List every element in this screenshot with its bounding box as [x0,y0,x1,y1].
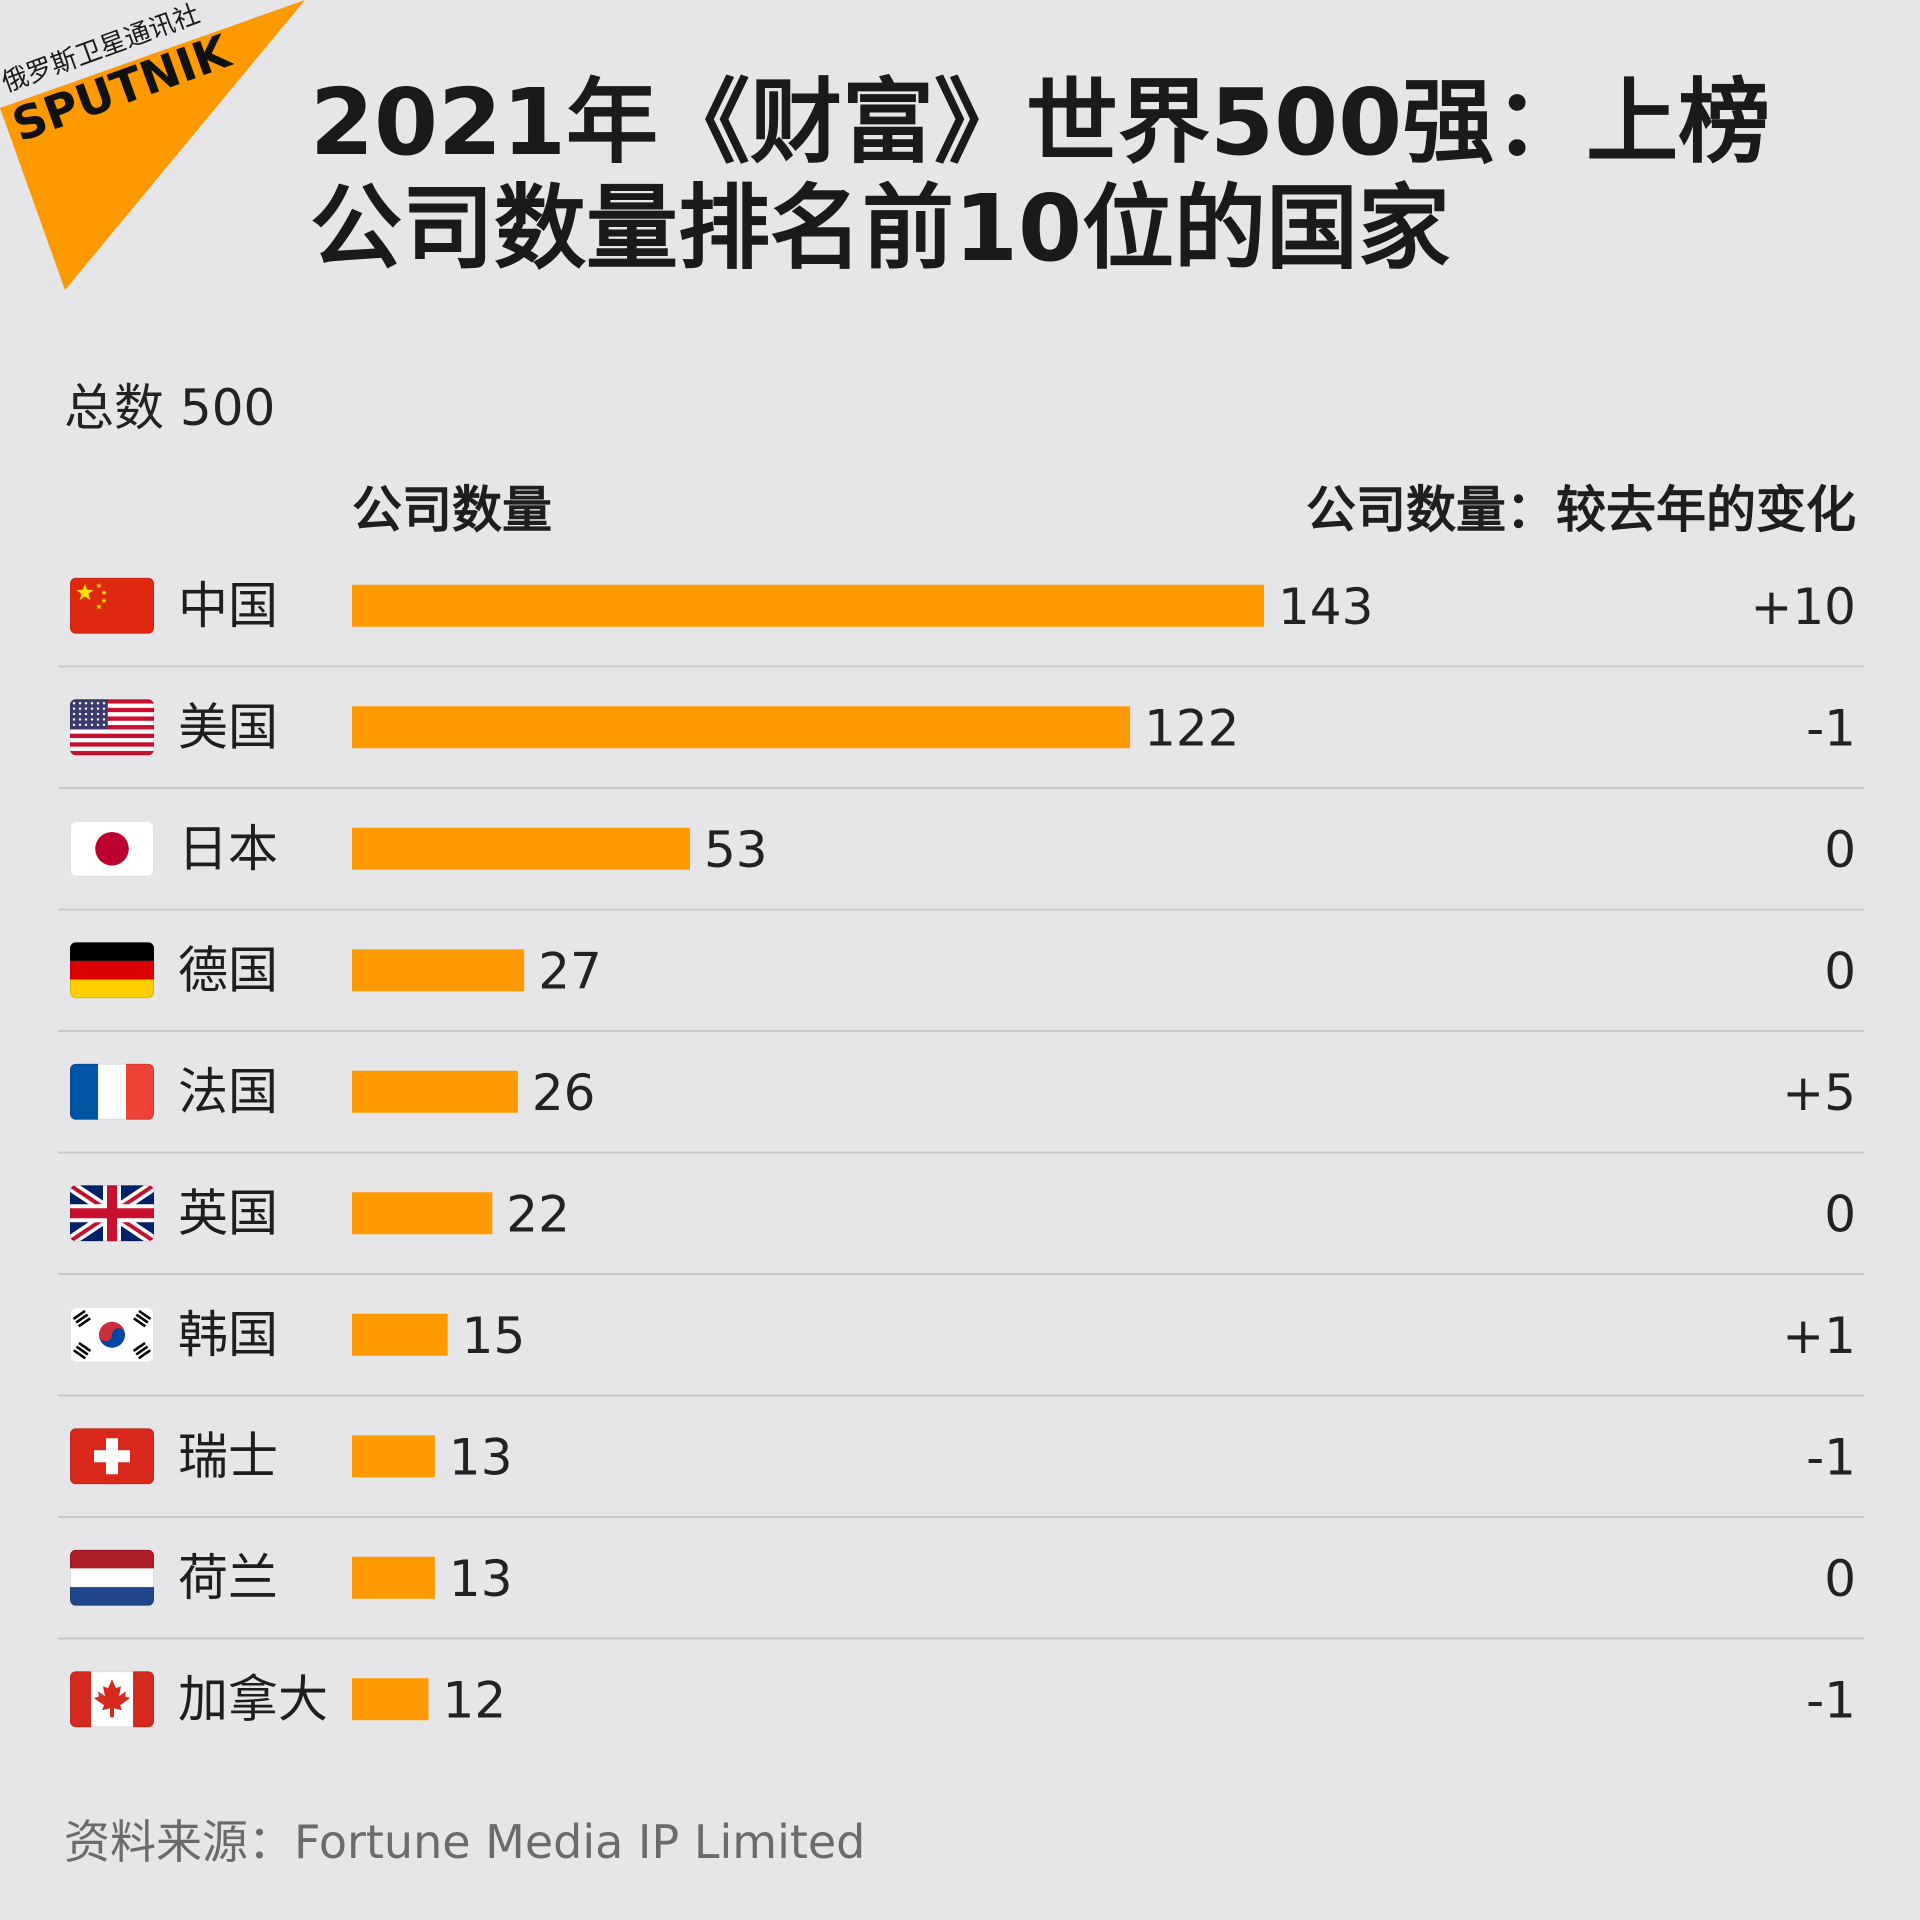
country-label: 加拿大 [178,1670,328,1728]
source-note: 资料来源：Fortune Media IP Limited [64,1815,866,1869]
change-value: +10 [1750,578,1856,636]
logo-orange-triangle [0,0,305,290]
change-value: 0 [1824,1550,1856,1608]
flag-netherlands-icon [70,1549,154,1606]
change-value: -1 [1806,699,1856,757]
flag-switzerland-icon [70,1428,154,1485]
table-row: 德国 27 0 [58,941,1864,1032]
total-label: 总数 500 [64,379,276,437]
change-value: 0 [1824,821,1856,879]
bar [352,1313,448,1356]
country-label: 英国 [178,1184,278,1242]
bar-value-label: 26 [532,1064,596,1122]
change-value: +1 [1782,1307,1856,1365]
country-label: 法国 [178,1063,278,1121]
table-row: 美国 122 -1 [58,698,1864,789]
chart-title: 2021年《财富》世界500强：上榜 公司数量排名前10位的国家 [310,70,1870,282]
country-label: 韩国 [178,1306,278,1364]
table-row: 荷兰 13 0 [58,1549,1864,1640]
change-value: -1 [1806,1428,1856,1486]
chart-title-line-1: 2021年《财富》世界500强：上榜 [310,69,1771,176]
country-label: 日本 [178,820,278,878]
column-header-change: 公司数量：较去年的变化 [1306,481,1856,539]
table-row: 韩国 15 +1 [58,1306,1864,1397]
table-row: 瑞士 13 -1 [58,1427,1864,1518]
flag-germany-icon [70,942,154,999]
bar-value-label: 12 [443,1671,507,1729]
country-label: 中国 [178,577,278,635]
change-value: +5 [1782,1064,1856,1122]
bar-value-label: 27 [538,942,602,1000]
bar [352,1556,435,1599]
table-row: 英国 22 0 [58,1184,1864,1275]
bar-value-label: 22 [506,1185,570,1243]
sputnik-logo: 俄罗斯卫星通讯社 SPUTNIK [0,0,305,290]
table-row: 日本 53 0 [58,820,1864,911]
flag-uk-icon [70,1185,154,1242]
chart-title-line-2: 公司数量排名前10位的国家 [310,175,1451,282]
flag-france-icon [70,1063,154,1120]
country-label: 美国 [178,698,278,756]
table-row: 加拿大 12 -1 [70,1670,1856,1729]
bar-value-label: 53 [704,821,768,879]
change-value: 0 [1824,942,1856,1000]
country-label: 荷兰 [178,1549,278,1607]
change-value: -1 [1806,1671,1856,1729]
change-value: 0 [1824,1185,1856,1243]
flag-japan-icon [70,820,154,877]
bar-value-label: 122 [1144,699,1239,757]
bar [352,1192,493,1235]
flag-korea-icon [70,1306,154,1363]
bar [352,1435,435,1478]
bar-value-label: 15 [462,1307,526,1365]
bar [352,584,1264,627]
bar [352,1070,518,1113]
bar [352,949,525,992]
bar-value-label: 13 [449,1428,513,1486]
country-label: 瑞士 [178,1427,278,1485]
bar-value-label: 13 [449,1550,513,1608]
bar [352,1678,429,1721]
column-header-count: 公司数量 [352,481,552,539]
table-row: 中国 143 +10 [58,577,1864,668]
bar [352,706,1131,749]
bar [352,827,691,870]
table-row: 法国 26 +5 [58,1063,1864,1154]
flag-canada-icon [70,1671,154,1728]
flag-usa-icon [70,699,154,756]
country-label: 德国 [178,941,278,999]
flag-china-icon [70,577,154,634]
bar-value-label: 143 [1278,578,1373,636]
